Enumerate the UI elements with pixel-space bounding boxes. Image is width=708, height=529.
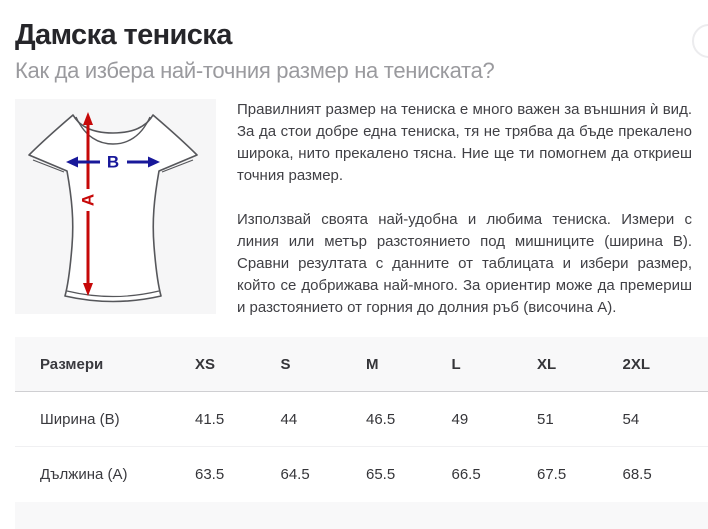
header-cell-l: L — [451, 355, 461, 373]
intro-paragraph-2: Използвай своята най-удобна и любима тен… — [237, 211, 692, 316]
size-cell: 51 — [537, 410, 554, 428]
size-cell: 54 — [622, 410, 640, 428]
size-table: Размери XS S M L XL 2XL Ширина (B) 41.5 … — [15, 337, 708, 502]
height-arrow-label: A — [79, 194, 98, 206]
header-cell-xl: XL — [537, 355, 557, 373]
size-table-header-row: Размери XS S M L XL 2XL — [15, 337, 708, 392]
size-cell: 65.5 — [366, 466, 396, 483]
row-label-length: Дължина (A) — [40, 466, 128, 483]
length-row: Дължина (A) 63.5 64.5 65.5 66.5 67.5 68.… — [15, 447, 708, 502]
tshirt-measurement-diagram: A B — [15, 99, 216, 314]
table-footer-band — [15, 502, 708, 529]
header-cell-xs: XS — [195, 355, 216, 373]
header-cell-m: M — [366, 355, 379, 373]
right-cuff-line — [161, 159, 194, 173]
left-cuff-line — [32, 159, 65, 173]
size-cell: 67.5 — [537, 466, 567, 483]
intro-text: Правилният размер на тениска е много важ… — [237, 99, 692, 319]
size-cell: 66.5 — [451, 466, 481, 483]
width-row: Ширина (B) 41.5 44 46.5 49 51 54 — [15, 392, 708, 447]
collar-line — [75, 116, 151, 145]
size-cell: 44 — [280, 410, 298, 428]
header-cell-2xl: 2XL — [622, 355, 651, 373]
page-subtitle: Как да избера най-точния размер на тенис… — [15, 58, 495, 83]
size-cell: 63.5 — [195, 466, 225, 483]
width-arrow: B — [66, 153, 160, 172]
size-cell: 46.5 — [366, 410, 396, 428]
content-row: A B Правилният размер на тениска е много… — [15, 99, 692, 319]
header-cell-sizes: Размери — [40, 355, 104, 373]
header-cell-s: S — [280, 355, 291, 373]
size-cell: 68.5 — [622, 466, 652, 483]
size-cell: 41.5 — [195, 410, 225, 428]
tshirt-outline — [28, 114, 198, 303]
row-label-width: Ширина (B) — [40, 410, 120, 428]
page-header: Дамска тениска Как да избера най-точния … — [0, 0, 708, 84]
tshirt-diagram-svg: A B — [28, 112, 198, 303]
intro-paragraph-1: Правилният размер на тениска е много важ… — [237, 101, 692, 184]
size-cell: 49 — [451, 410, 469, 428]
width-arrow-label: B — [107, 153, 119, 172]
size-cell: 64.5 — [280, 466, 310, 483]
height-arrow: A — [79, 112, 98, 296]
page-title: Дамска тениска — [15, 19, 232, 51]
hem-line — [66, 290, 160, 298]
